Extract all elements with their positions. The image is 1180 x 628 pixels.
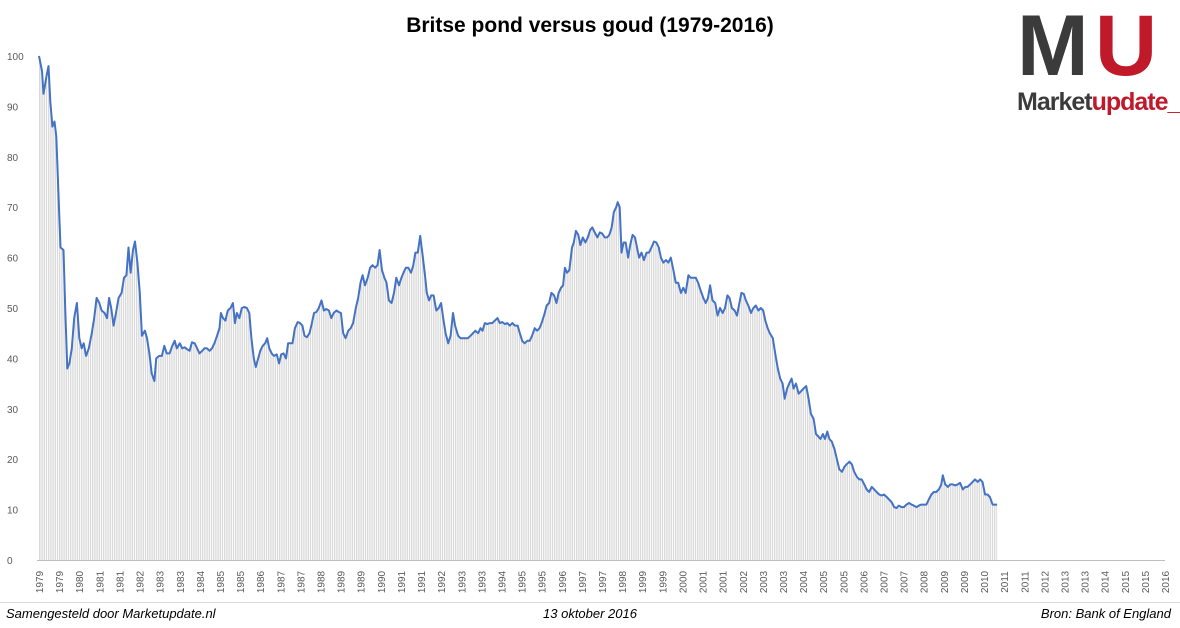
x-tick-label: 1981 <box>115 570 126 593</box>
x-tick-label: 2007 <box>880 570 891 593</box>
x-tick-label: 1981 <box>95 570 106 593</box>
x-tick-label: 1983 <box>176 570 187 593</box>
x-tick-label: 1993 <box>457 570 468 593</box>
x-tick-label: 2002 <box>739 570 750 593</box>
y-tick-label: 30 <box>7 405 19 416</box>
x-tick-label: 2005 <box>819 570 830 593</box>
area-fill <box>39 56 998 560</box>
x-tick-label: 1994 <box>497 570 508 593</box>
x-tick-label: 2008 <box>920 570 931 593</box>
y-tick-label: 90 <box>7 102 19 113</box>
x-tick-label: 1988 <box>317 570 328 593</box>
footer-date: 13 oktober 2016 <box>543 606 637 621</box>
y-tick-label: 10 <box>7 506 19 517</box>
y-axis: 0 10 20 30 40 50 60 70 80 90 100 <box>7 52 24 567</box>
x-tick-label: 1991 <box>417 570 428 593</box>
x-tick-label: 2003 <box>759 570 770 593</box>
y-tick-label: 60 <box>7 254 19 265</box>
x-tick-label: 2001 <box>699 570 710 593</box>
x-tick-label: 1986 <box>256 570 267 593</box>
x-tick-label: 2011 <box>1020 571 1031 593</box>
x-tick-label: 1979 <box>35 570 46 593</box>
series-line <box>38 55 998 510</box>
x-tick-label: 1995 <box>518 570 529 593</box>
x-tick-label: 1998 <box>618 570 629 593</box>
x-tick-label: 1979 <box>55 570 66 593</box>
x-tick-label: 2010 <box>980 570 991 593</box>
x-axis: 1979 1979 1980 1981 1981 1982 1983 1983 1984 1985… <box>35 560 1172 593</box>
y-tick-label: 80 <box>7 153 19 164</box>
x-tick-label: 1987 <box>276 570 287 593</box>
x-tick-label: 2000 <box>678 570 689 593</box>
x-tick-label: 2005 <box>839 570 850 593</box>
series-line-path <box>38 55 998 510</box>
x-tick-label: 1996 <box>558 570 569 593</box>
x-tick-label: 1985 <box>236 570 247 593</box>
x-tick-label: 2013 <box>1060 570 1071 593</box>
logo-wordmark: Marketupdate_ <box>1017 88 1180 117</box>
x-tick-label: 2015 <box>1121 570 1132 593</box>
y-tick-label: 40 <box>7 354 19 365</box>
x-tick-label: 1999 <box>638 570 649 593</box>
x-tick-label: 1987 <box>296 570 307 593</box>
logo-u: U <box>1095 0 1157 94</box>
x-tick-label: 2014 <box>1101 570 1112 593</box>
x-tick-label: 2009 <box>960 570 971 593</box>
x-tick-label: 1991 <box>397 570 408 593</box>
x-tick-label: 2011 <box>1000 571 1011 593</box>
x-tick-label: 1985 <box>216 570 227 593</box>
footer-divider <box>0 602 1180 603</box>
x-tick-label: 1983 <box>156 570 167 593</box>
x-tick-label: 2004 <box>799 570 810 593</box>
logo-word-market: Market <box>1017 88 1093 116</box>
x-tick-label: 1980 <box>75 570 86 593</box>
y-tick-label: 100 <box>7 52 24 63</box>
chart-title: Britse pond versus goud (1979-2016) <box>406 14 774 37</box>
x-tick-label: 2012 <box>1040 570 1051 593</box>
footer-credit: Samengesteld door Marketupdate.nl <box>6 606 216 621</box>
x-tick-label: 1997 <box>598 570 609 593</box>
x-tick-label: 1982 <box>136 570 147 593</box>
x-tick-label: 2003 <box>779 570 790 593</box>
logo-m: M <box>1017 0 1089 94</box>
x-tick-label: 1995 <box>538 570 549 593</box>
x-tick-label: 1997 <box>578 570 589 593</box>
x-tick-label: 2001 <box>719 570 730 593</box>
y-tick-label: 0 <box>7 556 13 567</box>
x-tick-label: 1993 <box>477 570 488 593</box>
x-tick-label: 1990 <box>377 570 388 593</box>
footer-source: Bron: Bank of England <box>1040 606 1171 621</box>
x-tick-label: 1989 <box>357 570 368 593</box>
y-tick-label: 70 <box>7 203 19 214</box>
x-tick-label: 2007 <box>900 570 911 593</box>
x-tick-label: 1989 <box>337 570 348 593</box>
x-tick-label: 1984 <box>196 570 207 593</box>
x-tick-label: 2009 <box>940 570 951 593</box>
y-tick-label: 20 <box>7 455 19 466</box>
x-tick-label: 2006 <box>859 570 870 593</box>
y-tick-label: 50 <box>7 304 19 315</box>
x-tick-label: 2013 <box>1081 570 1092 593</box>
x-tick-label: 1999 <box>658 570 669 593</box>
x-tick-label: 1992 <box>437 570 448 593</box>
logo-word-update: update_ <box>1091 88 1180 116</box>
x-tick-label: 2015 <box>1141 570 1152 593</box>
marketupdate-logo: M U Marketupdate_ <box>1017 0 1180 120</box>
x-tick-label: 2016 <box>1161 570 1172 593</box>
